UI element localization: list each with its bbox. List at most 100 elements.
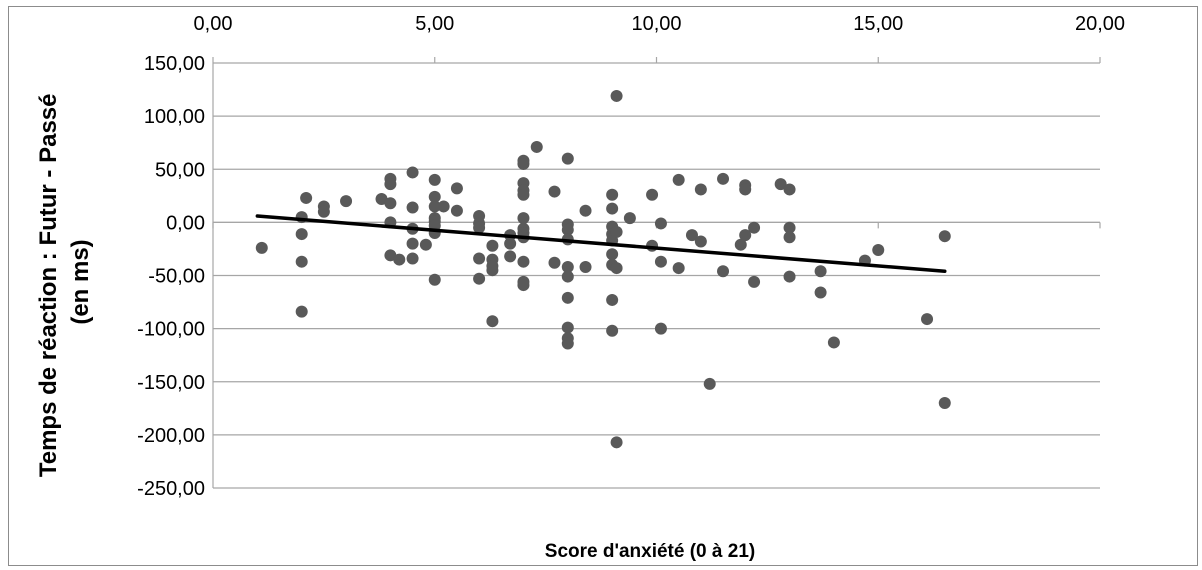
data-point: [473, 221, 486, 234]
data-point: [938, 230, 951, 243]
data-point: [406, 201, 419, 214]
data-point: [654, 255, 667, 268]
data-point: [406, 252, 419, 265]
data-point: [938, 397, 951, 409]
data-point: [561, 270, 574, 283]
x-tick-label: 0,00: [194, 13, 233, 35]
data-point: [717, 265, 730, 278]
data-point: [561, 337, 574, 350]
data-point: [428, 273, 441, 286]
data-point: [606, 248, 619, 261]
data-point: [504, 250, 517, 263]
data-point: [783, 183, 796, 196]
data-point: [827, 336, 840, 349]
data-point: [428, 173, 441, 186]
data-point: [530, 140, 543, 153]
data-points: [255, 89, 951, 449]
data-point: [610, 262, 623, 275]
data-point: [783, 231, 796, 244]
data-point: [672, 262, 685, 275]
data-point: [406, 237, 419, 250]
data-point: [255, 241, 268, 254]
chart-frame: [8, 6, 1198, 566]
data-point: [548, 185, 561, 198]
data-point: [384, 178, 397, 191]
y-axis-title: Temps de réaction : Futur - Passé (en ms…: [35, 87, 94, 477]
trendline: [255, 214, 947, 273]
data-point: [300, 191, 313, 204]
data-point: [814, 265, 827, 278]
data-point: [783, 270, 796, 283]
data-point: [473, 272, 486, 285]
data-point: [450, 182, 463, 195]
data-point: [748, 221, 761, 234]
y-tick-label: 100,00: [144, 106, 205, 128]
y-tick-label: -100,00: [137, 319, 205, 341]
data-point: [393, 253, 406, 266]
data-point: [623, 212, 636, 225]
y-tick-label: -200,00: [137, 425, 205, 447]
data-point: [375, 193, 388, 205]
data-point: [610, 89, 623, 102]
data-point: [486, 239, 499, 252]
data-point: [774, 178, 787, 191]
data-point: [561, 261, 574, 273]
data-point: [437, 200, 450, 213]
data-point: [486, 315, 499, 328]
data-point: [406, 166, 419, 179]
data-point: [295, 305, 308, 318]
data-point: [606, 324, 619, 337]
y-tick-label: 0,00: [166, 212, 205, 234]
data-point: [428, 200, 441, 213]
x-tick-label: 20,00: [1075, 13, 1125, 35]
x-tick-label: 10,00: [631, 13, 681, 35]
data-point: [717, 172, 730, 185]
data-point: [606, 188, 619, 201]
data-point: [561, 321, 574, 334]
y-axis-title-line-1: Temps de réaction : Futur - Passé: [35, 94, 62, 478]
tick-labels: 150,00 100,00 50,00 0,00 -50,00 -100,00 -150,0…: [137, 13, 1125, 500]
y-tick-label: -150,00: [137, 372, 205, 394]
data-point: [384, 197, 397, 210]
data-point: [384, 249, 397, 262]
data-point: [748, 275, 761, 288]
trendline-group: [255, 214, 947, 273]
x-tick-label: 5,00: [415, 13, 454, 35]
y-axis-title-line-2: (en ms): [67, 239, 94, 324]
data-point: [814, 286, 827, 299]
x-axis-title: Score d'anxiété (0 à 21): [545, 541, 755, 562]
y-tick-label: 50,00: [155, 159, 205, 181]
data-point: [473, 252, 486, 265]
data-point: [504, 237, 517, 250]
data-point: [517, 188, 530, 201]
data-point: [579, 204, 592, 217]
data-point: [739, 229, 752, 242]
data-point: [295, 228, 308, 241]
data-point: [734, 238, 747, 251]
data-point: [610, 225, 623, 238]
data-point: [694, 183, 707, 196]
data-point: [317, 205, 330, 218]
data-point: [703, 377, 716, 390]
data-point: [517, 212, 530, 225]
data-point: [419, 238, 432, 251]
data-point: [340, 195, 353, 208]
data-point: [606, 202, 619, 215]
data-point: [606, 293, 619, 306]
data-point: [295, 255, 308, 268]
data-point: [561, 223, 574, 236]
data-point: [428, 190, 441, 203]
data-point: [654, 217, 667, 230]
data-point: [561, 291, 574, 304]
data-point: [654, 322, 667, 335]
gridlines: [212, 57, 1101, 489]
data-point: [450, 204, 463, 217]
data-point: [561, 152, 574, 165]
data-point: [672, 173, 685, 186]
data-point: [921, 313, 934, 326]
data-point: [872, 244, 885, 256]
data-point: [517, 279, 530, 292]
y-tick-label: -250,00: [137, 478, 205, 500]
data-point: [517, 255, 530, 268]
